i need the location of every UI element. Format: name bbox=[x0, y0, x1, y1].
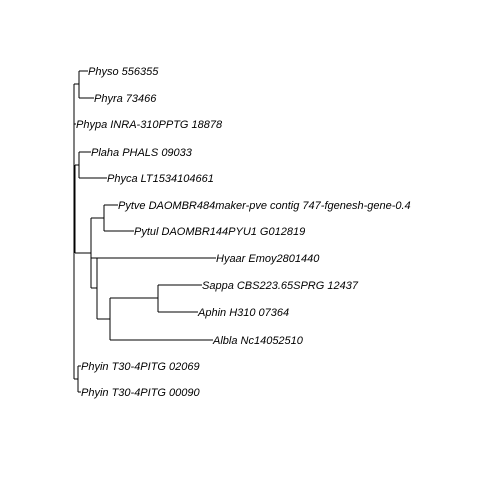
leaf-label-phyra: Phyra 73466 bbox=[94, 93, 157, 105]
tree-branches bbox=[73, 70, 216, 393]
leaf-label-pytve: Pytve DAOMBR484maker-pve contig 747-fgen… bbox=[118, 200, 411, 212]
leaf-label-hyaar: Hyaar Emoy2801440 bbox=[216, 253, 320, 265]
leaf-label-albla: Albla Nc14052510 bbox=[212, 335, 304, 347]
leaf-label-pytul: Pytul DAOMBR144PYU1 G012819 bbox=[134, 226, 305, 238]
leaf-label-physo: Physo 556355 bbox=[88, 66, 159, 78]
leaf-label-phyca: Phyca LT1534104661 bbox=[107, 173, 214, 185]
leaf-label-phyin1: Phyin T30-4PITG 02069 bbox=[81, 361, 200, 373]
leaf-label-phyin2: Phyin T30-4PITG 00090 bbox=[81, 387, 201, 399]
leaf-label-plaha: Plaha PHALS 09033 bbox=[91, 147, 193, 159]
leaf-label-sappa: Sappa CBS223.65SPRG 12437 bbox=[202, 280, 359, 292]
leaf-label-aphin: Aphin H310 07364 bbox=[197, 307, 289, 319]
leaf-label-phypa: Phypa INRA-310PPTG 18878 bbox=[76, 119, 223, 131]
tree-leaf-labels: Physo 556355 Phyra 73466 Phypa INRA-310PPT… bbox=[76, 66, 411, 399]
